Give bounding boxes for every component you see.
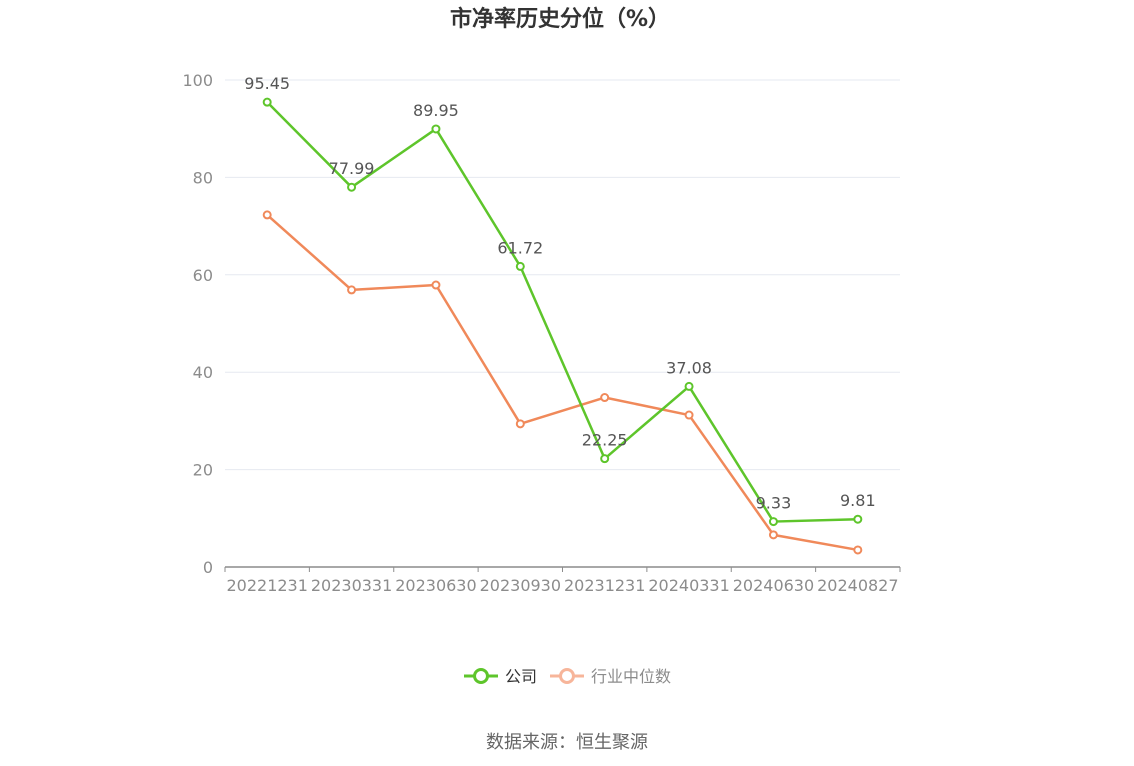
data-labels: 95.45 77.99 89.95 61.72 22.25 37.08 9.33 9.81 bbox=[244, 74, 875, 512]
legend-industry-label: 行业中位数 bbox=[591, 667, 671, 686]
data-label: 9.81 bbox=[840, 491, 876, 510]
y-tick-label: 20 bbox=[193, 461, 213, 480]
data-point[interactable] bbox=[853, 514, 863, 524]
data-point[interactable] bbox=[431, 124, 441, 134]
data-point[interactable] bbox=[515, 261, 525, 271]
data-point[interactable] bbox=[684, 381, 694, 391]
chart-title: 市净率历史分位（%） bbox=[450, 6, 670, 32]
data-point[interactable] bbox=[600, 393, 610, 403]
data-label: 95.45 bbox=[244, 74, 290, 93]
series-line-1 bbox=[266, 213, 859, 552]
data-point[interactable] bbox=[853, 545, 863, 555]
data-label: 89.95 bbox=[413, 101, 459, 120]
data-point[interactable] bbox=[347, 285, 357, 295]
data-label: 22.25 bbox=[582, 431, 628, 450]
x-tick-label: 20221231 bbox=[226, 576, 307, 595]
data-point[interactable] bbox=[684, 410, 694, 420]
data-point[interactable] bbox=[768, 517, 778, 527]
x-axis: 20221231 20230331 20230630 20230930 20231231… bbox=[224, 566, 901, 595]
data-point[interactable] bbox=[262, 97, 272, 107]
data-label: 9.33 bbox=[756, 494, 792, 513]
data-label: 37.08 bbox=[666, 358, 712, 377]
series-line-0 bbox=[266, 101, 858, 523]
x-tick-label: 20230630 bbox=[395, 576, 476, 595]
legend-industry-marker bbox=[559, 668, 575, 684]
x-tick-label: 20230331 bbox=[311, 576, 392, 595]
data-point[interactable] bbox=[431, 280, 441, 290]
data-label: 77.99 bbox=[329, 159, 375, 178]
y-tick-label: 80 bbox=[193, 168, 213, 187]
legend-item-company[interactable]: 公司 bbox=[464, 667, 537, 686]
x-tick-label: 20240630 bbox=[733, 576, 814, 595]
data-label: 61.72 bbox=[497, 238, 543, 257]
x-tick-label: 20230930 bbox=[480, 576, 561, 595]
data-point[interactable] bbox=[262, 210, 272, 220]
legend[interactable]: 公司 行业中位数 bbox=[464, 667, 671, 686]
data-source: 数据来源：恒生聚源 bbox=[486, 732, 648, 753]
legend-item-industry-median[interactable]: 行业中位数 bbox=[550, 667, 671, 686]
y-axis: 0 20 40 60 80 100 bbox=[182, 71, 213, 577]
legend-company-label: 公司 bbox=[505, 667, 537, 686]
data-point[interactable] bbox=[768, 530, 778, 540]
data-point[interactable] bbox=[347, 182, 357, 192]
x-tick-label: 20240827 bbox=[817, 576, 898, 595]
series-layer bbox=[262, 97, 863, 555]
x-tick-label: 20231231 bbox=[564, 576, 645, 595]
y-tick-label: 60 bbox=[193, 266, 213, 285]
y-tick-label: 40 bbox=[193, 363, 213, 382]
legend-company-marker bbox=[473, 668, 489, 684]
data-point[interactable] bbox=[515, 419, 525, 429]
data-point[interactable] bbox=[600, 454, 610, 464]
x-tick-label: 20240331 bbox=[648, 576, 729, 595]
grid-lines bbox=[225, 79, 900, 471]
y-tick-label: 0 bbox=[203, 558, 213, 577]
y-tick-label: 100 bbox=[182, 71, 213, 90]
